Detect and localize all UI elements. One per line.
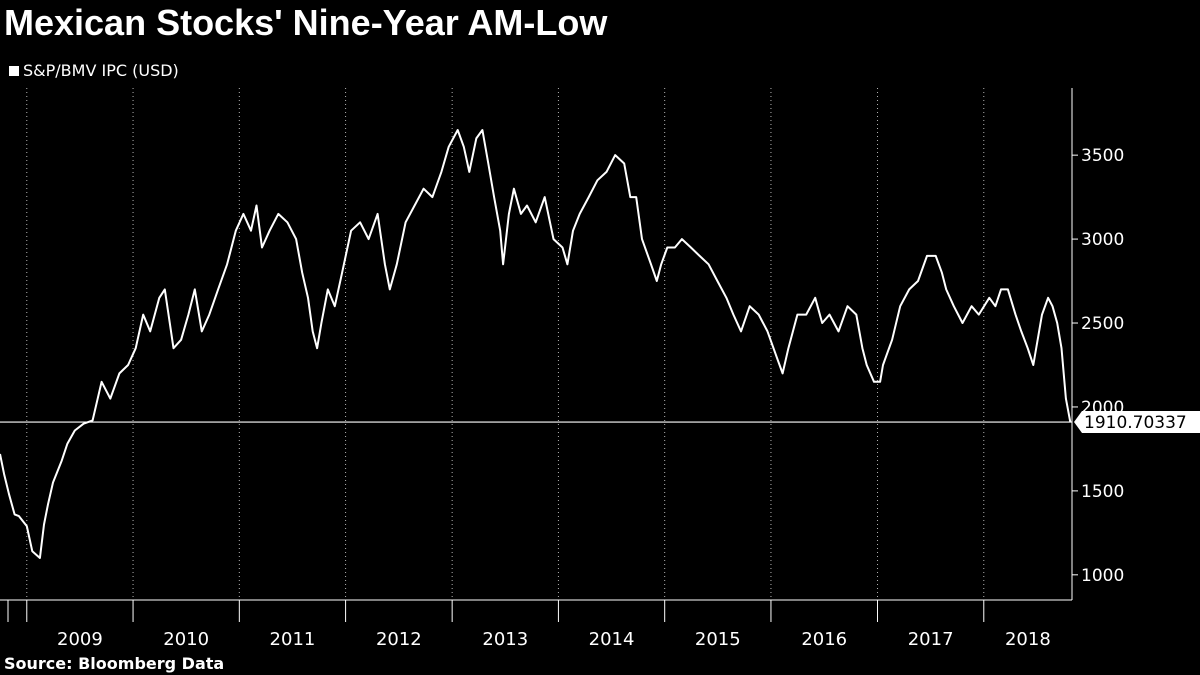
- series-line: [0, 129, 1072, 559]
- x-tick-label: 2016: [801, 629, 847, 650]
- x-tick-label: 2012: [376, 629, 422, 650]
- legend-swatch: [9, 65, 19, 76]
- legend-label: S&P/BMV IPC (USD): [23, 61, 179, 80]
- x-tick-label: 2013: [482, 629, 528, 650]
- x-tick-label: 2010: [163, 629, 209, 650]
- x-tick-label: 2017: [908, 629, 954, 650]
- last-value-label: 1910.70337: [1084, 413, 1187, 433]
- y-tick-label: 1000: [1081, 566, 1124, 586]
- y-tick-label: 1500: [1081, 482, 1124, 502]
- last-value-callout: [1074, 411, 1200, 434]
- y-tick-label: 3500: [1081, 146, 1124, 166]
- source-note: Source: Bloomberg Data: [4, 654, 225, 673]
- legend: S&P/BMV IPC (USD): [9, 61, 179, 80]
- x-tick-label: 2009: [57, 629, 103, 650]
- x-tick-label: 2014: [589, 629, 635, 650]
- x-tick-label: 2011: [270, 629, 316, 650]
- chart-title: Mexican Stocks' Nine-Year AM-Low: [4, 2, 608, 43]
- x-tick-label: 2015: [695, 629, 741, 650]
- y-tick-label: 3000: [1081, 230, 1124, 250]
- y-tick-label: 2500: [1081, 314, 1124, 334]
- x-tick-label: 2018: [1005, 629, 1051, 650]
